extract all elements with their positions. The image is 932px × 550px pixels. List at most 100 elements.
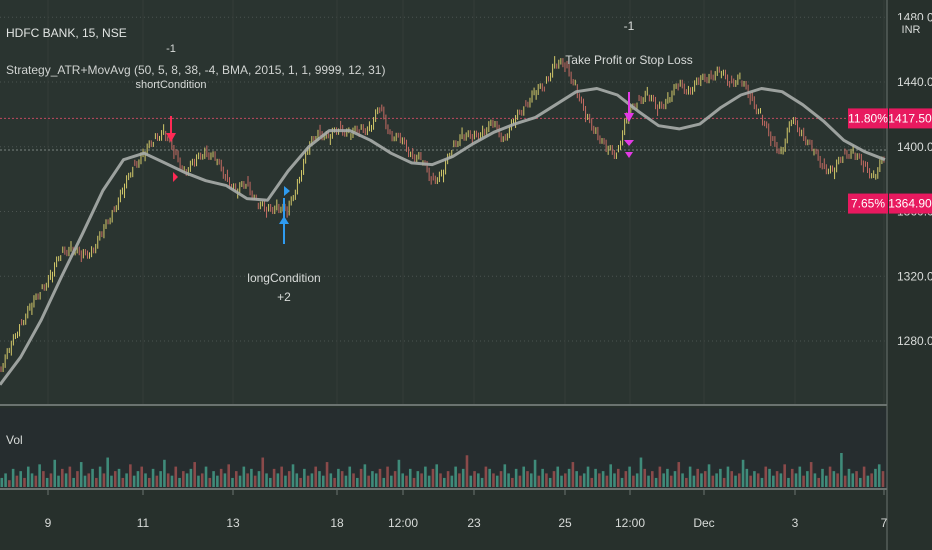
volume-bar xyxy=(639,457,643,487)
volume-bar xyxy=(148,477,151,487)
volume-bar xyxy=(299,477,302,487)
volume-bar xyxy=(616,468,620,487)
volume-bar xyxy=(469,475,473,487)
volume-bar xyxy=(193,462,196,487)
symbol-title: HDFC BANK, 15, NSE xyxy=(6,26,127,40)
volume-bar xyxy=(393,471,397,487)
volume-bar xyxy=(98,466,102,487)
currency-bg xyxy=(896,20,926,38)
volume-bar xyxy=(408,468,412,487)
volume-bar xyxy=(734,475,737,487)
volume-bar xyxy=(83,475,87,487)
volume-bar xyxy=(821,468,824,487)
y-tick-label: 1280.00 xyxy=(897,334,932,348)
volume-bar xyxy=(8,480,11,487)
pct-badge-label: 7.65% xyxy=(851,197,885,211)
y-tick-label: 1400.00 xyxy=(897,140,932,154)
volume-bar xyxy=(798,466,802,487)
volume-bar xyxy=(325,462,329,487)
price-pane xyxy=(0,0,887,404)
x-tick-label: Dec xyxy=(693,516,714,530)
volume-bar xyxy=(662,473,665,487)
volume-bar xyxy=(465,455,469,487)
volume-bar xyxy=(306,475,310,487)
volume-bar xyxy=(726,466,730,487)
volume-bar xyxy=(787,477,790,487)
volume-bar xyxy=(586,466,590,487)
x-tick-label: 25 xyxy=(558,516,572,530)
volume-bar xyxy=(552,471,556,487)
volume-bar xyxy=(223,473,227,487)
volume-bar xyxy=(356,477,359,487)
volume-bar xyxy=(461,468,465,487)
volume-bar xyxy=(23,477,26,487)
volume-bar xyxy=(722,477,726,487)
volume-bar xyxy=(182,471,185,487)
short-entry-flag xyxy=(173,172,178,182)
volume-bar xyxy=(367,475,370,487)
volume-bar xyxy=(397,459,401,487)
volume-bar xyxy=(64,473,68,487)
volume-bar xyxy=(575,471,578,487)
volume-bar xyxy=(866,475,870,487)
volume-bar xyxy=(828,466,832,487)
volume-bar xyxy=(212,471,215,487)
volume-bar xyxy=(416,471,420,487)
volume-bar xyxy=(685,477,688,487)
volume-bar xyxy=(450,475,454,487)
volume-bar xyxy=(847,468,851,487)
volume-bar xyxy=(303,468,306,487)
strategy-label: Strategy_ATR+MovAvg (50, 5, 8, 38, -4, B… xyxy=(6,63,385,77)
volume-bar xyxy=(261,457,265,487)
volume-bar xyxy=(269,477,272,487)
exit-marker-mid xyxy=(624,140,634,146)
x-tick-label: 12:00 xyxy=(388,516,418,530)
volume-bar xyxy=(480,477,484,487)
y-tick-label: 1320.00 xyxy=(897,269,932,283)
volume-bar xyxy=(824,475,828,487)
volume-bar xyxy=(605,475,609,487)
volume-bar xyxy=(185,473,189,487)
volume-bar xyxy=(609,464,612,487)
x-tick-label: 9 xyxy=(45,516,52,530)
volume-bar xyxy=(208,477,212,487)
volume-bar xyxy=(756,473,760,487)
volume-bar xyxy=(473,471,476,487)
volume-bar xyxy=(371,471,374,487)
volume-bar xyxy=(673,471,677,487)
volume-bar xyxy=(321,475,325,487)
volume-bar xyxy=(76,471,79,487)
volume-bar xyxy=(95,477,98,487)
volume-bar xyxy=(745,468,749,487)
volume-bar xyxy=(53,459,57,487)
volume-bar xyxy=(446,471,450,487)
volume-bar xyxy=(806,471,809,487)
volume-bar xyxy=(488,468,491,487)
volume-bar xyxy=(859,477,862,487)
volume-bar xyxy=(155,475,159,487)
volume-bar xyxy=(749,475,752,487)
volume-bar xyxy=(4,473,7,487)
volume-bar xyxy=(333,477,336,487)
volume-bar xyxy=(620,477,624,487)
volume-bar xyxy=(276,473,280,487)
volume-bar xyxy=(779,473,783,487)
volume-bar xyxy=(253,475,257,487)
volume-bar xyxy=(696,468,699,487)
volume-bar xyxy=(741,459,745,487)
volume-bar xyxy=(499,471,503,487)
volume-bar xyxy=(669,475,673,487)
volume-bar xyxy=(843,475,847,487)
x-tick-label: 12:00 xyxy=(615,516,645,530)
x-tick-label: 18 xyxy=(330,516,344,530)
volume-bar xyxy=(775,471,779,487)
volume-bar xyxy=(802,475,805,487)
volume-bar xyxy=(647,475,650,487)
volume-bar xyxy=(26,466,30,487)
volume-bar xyxy=(34,475,38,487)
volume-bar xyxy=(643,468,647,487)
volume-bar xyxy=(681,473,684,487)
volume-bar xyxy=(628,466,631,487)
